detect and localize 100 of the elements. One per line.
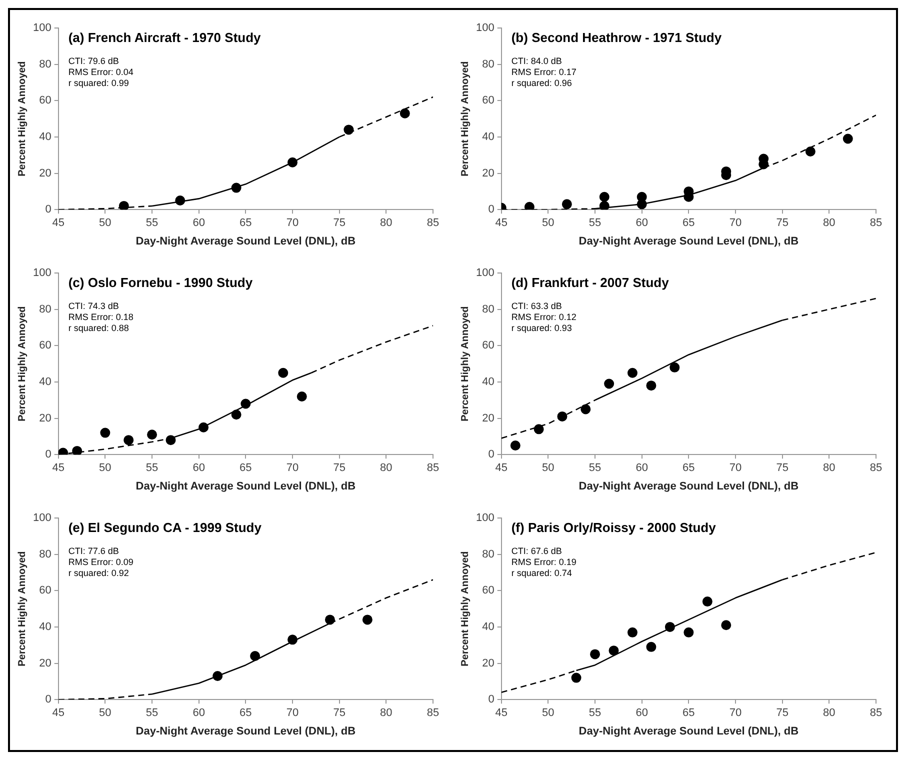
x-axis-title: Day-Night Average Sound Level (DNL), dB xyxy=(136,235,356,248)
y-axis-title: Percent Highly Annoyed xyxy=(16,306,28,422)
x-tick-label: 45 xyxy=(52,707,64,720)
x-tick-label: 70 xyxy=(286,217,299,230)
x-tick-label: 65 xyxy=(240,462,252,474)
point xyxy=(636,199,647,210)
x-tick-label: 55 xyxy=(588,707,602,720)
x-tick-label: 80 xyxy=(380,462,392,474)
x-tick-label: 75 xyxy=(776,707,788,720)
point xyxy=(231,410,242,420)
x-tick-label: 80 xyxy=(380,217,392,230)
y-tick-label: 60 xyxy=(482,340,494,352)
y-tick-label: 80 xyxy=(482,58,494,70)
annotation: r squared: 0.88 xyxy=(68,323,129,333)
x-tick-label: 45 xyxy=(495,707,508,720)
x-tick-label: 65 xyxy=(240,707,252,720)
chart-title: (a) French Aircraft - 1970 Study xyxy=(68,30,262,45)
y-tick-label: 20 xyxy=(39,657,52,670)
x-tick-label: 55 xyxy=(146,462,158,474)
x-tick-label: 50 xyxy=(99,217,112,230)
x-tick-label: 60 xyxy=(192,217,205,230)
point xyxy=(557,411,568,422)
point xyxy=(278,368,288,378)
x-tick-label: 75 xyxy=(333,707,346,720)
y-tick-label: 100 xyxy=(32,267,52,280)
point xyxy=(627,368,638,378)
y-tick-label: 100 xyxy=(476,512,494,524)
y-tick-label: 0 xyxy=(45,448,52,461)
x-tick-label: 70 xyxy=(286,707,299,720)
y-axis-title: Percent Highly Annoyed xyxy=(460,306,471,422)
y-tick-label: 40 xyxy=(482,130,494,143)
y-tick-label: 40 xyxy=(39,620,52,633)
x-tick-label: 75 xyxy=(333,462,346,474)
y-tick-label: 60 xyxy=(482,94,494,107)
point xyxy=(100,428,110,438)
x-axis-title: Day-Night Average Sound Level (DNL), dB xyxy=(136,725,356,738)
point xyxy=(805,146,816,156)
point xyxy=(670,362,680,372)
y-tick-label: 100 xyxy=(476,267,494,280)
y-tick-label: 100 xyxy=(32,22,52,34)
y-tick-label: 60 xyxy=(39,584,52,597)
chart-title: (f) Paris Orly/Roissy - 2000 Study xyxy=(511,520,717,535)
y-tick-label: 80 xyxy=(39,58,52,70)
x-tick-label: 50 xyxy=(99,707,112,720)
point xyxy=(842,134,853,144)
y-tick-label: 60 xyxy=(39,94,52,107)
y-tick-label: 60 xyxy=(482,584,494,597)
x-tick-label: 60 xyxy=(192,707,205,720)
x-tick-label: 80 xyxy=(823,707,836,720)
chart-title: (c) Oslo Fornebu - 1990 Study xyxy=(68,275,254,290)
x-tick-label: 85 xyxy=(870,462,882,474)
x-tick-label: 85 xyxy=(870,707,882,720)
x-tick-label: 60 xyxy=(192,462,205,474)
x-tick-label: 70 xyxy=(286,462,299,474)
x-tick-label: 85 xyxy=(426,462,440,474)
point xyxy=(627,627,638,638)
y-tick-label: 0 xyxy=(45,204,52,216)
annotation: r squared: 0.74 xyxy=(511,568,572,578)
y-tick-label: 60 xyxy=(39,340,52,352)
point xyxy=(72,446,82,455)
point xyxy=(562,199,572,210)
x-tick-label: 60 xyxy=(636,707,648,720)
point xyxy=(524,202,534,210)
x-tick-label: 65 xyxy=(682,462,695,474)
point xyxy=(362,614,372,625)
point xyxy=(240,398,251,409)
x-tick-label: 50 xyxy=(542,462,554,474)
y-tick-label: 100 xyxy=(476,22,494,34)
x-tick-label: 85 xyxy=(426,217,440,230)
y-tick-label: 20 xyxy=(482,657,494,670)
x-tick-label: 70 xyxy=(729,462,742,474)
y-tick-label: 100 xyxy=(32,512,52,524)
x-tick-label: 50 xyxy=(542,217,554,230)
point xyxy=(147,430,158,440)
x-tick-label: 65 xyxy=(682,707,695,720)
point xyxy=(608,646,619,656)
x-tick-label: 75 xyxy=(776,462,788,474)
x-tick-label: 45 xyxy=(495,462,508,474)
x-tick-label: 45 xyxy=(52,462,64,474)
x-tick-label: 75 xyxy=(776,217,788,230)
point xyxy=(250,651,260,662)
x-tick-label: 55 xyxy=(588,462,602,474)
point xyxy=(510,440,520,451)
point xyxy=(231,182,242,193)
x-tick-label: 65 xyxy=(682,217,695,230)
point xyxy=(702,596,712,607)
x-axis-title: Day-Night Average Sound Level (DNL), dB xyxy=(578,725,799,738)
x-tick-label: 45 xyxy=(495,217,508,230)
y-tick-label: 80 xyxy=(482,548,494,560)
y-tick-label: 80 xyxy=(482,303,494,316)
annotation: RMS Error: 0.19 xyxy=(511,557,576,567)
y-tick-label: 80 xyxy=(39,303,52,316)
point xyxy=(599,200,610,210)
point xyxy=(599,192,610,202)
point xyxy=(580,404,591,414)
x-tick-label: 80 xyxy=(823,462,836,474)
annotation: RMS Error: 0.09 xyxy=(68,557,134,567)
y-tick-label: 40 xyxy=(482,620,494,633)
point xyxy=(400,108,410,118)
point xyxy=(212,670,223,681)
